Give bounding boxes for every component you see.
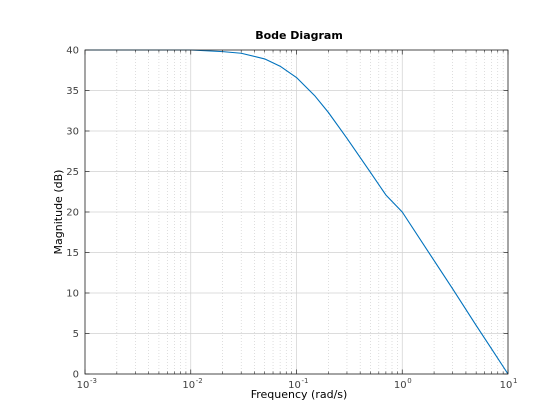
grid xyxy=(84,49,509,375)
x-tick-exponent: 0 xyxy=(407,377,411,385)
x-tick-base: 10 xyxy=(182,380,195,391)
x-tick-label: 10 1 xyxy=(500,377,518,391)
chart-title: Bode Diagram xyxy=(255,29,343,42)
x-tick-base: 10 xyxy=(500,380,513,391)
x-tick-exponent: 1 xyxy=(513,377,517,385)
ticks xyxy=(84,49,509,375)
x-tick-exponent: -2 xyxy=(196,377,203,385)
x-tick-label: 10 -1 xyxy=(288,377,308,391)
y-tick-label: 30 xyxy=(66,127,79,138)
y-tick-label: 0 xyxy=(73,370,79,381)
y-axis-label: Magnitude (dB) xyxy=(52,170,65,255)
x-tick-exponent: -1 xyxy=(302,377,309,385)
x-tick-base: 10 xyxy=(394,380,407,391)
x-tick-exponent: -3 xyxy=(90,377,97,385)
y-tick-label: 5 xyxy=(73,329,79,340)
x-tick-label: 10 -3 xyxy=(77,377,97,391)
x-tick-base: 10 xyxy=(77,380,90,391)
x-axis-label: Frequency (rad/s) xyxy=(251,388,348,401)
x-tick-base: 10 xyxy=(288,380,301,391)
x-tick-label: 10 -2 xyxy=(182,377,202,391)
y-tick-label: 35 xyxy=(66,86,79,97)
x-tick-label: 10 0 xyxy=(394,377,412,391)
y-tick-label: 10 xyxy=(66,289,79,300)
y-tick-label: 20 xyxy=(66,208,79,219)
y-tick-label: 40 xyxy=(66,46,79,57)
y-tick-label: 15 xyxy=(66,248,79,259)
y-tick-label: 25 xyxy=(66,167,79,178)
